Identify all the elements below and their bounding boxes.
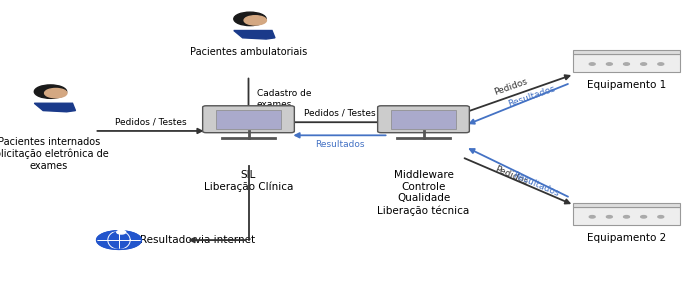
Circle shape (624, 63, 629, 65)
Text: SIL
Liberação Clínica: SIL Liberação Clínica (204, 170, 293, 192)
Circle shape (606, 216, 612, 218)
Polygon shape (34, 103, 76, 112)
Text: Pedidos: Pedidos (494, 164, 528, 186)
Circle shape (589, 216, 595, 218)
Circle shape (606, 63, 612, 65)
Text: Resultados: Resultados (508, 84, 556, 109)
Circle shape (117, 230, 126, 234)
Circle shape (640, 63, 647, 65)
Circle shape (34, 85, 66, 98)
Circle shape (658, 216, 664, 218)
Circle shape (234, 12, 266, 26)
Text: Resultados: Resultados (511, 170, 560, 198)
Text: Pacientes internados
Solicitação eletrônica de
exames: Pacientes internados Solicitação eletrôn… (0, 137, 109, 171)
Circle shape (45, 88, 67, 98)
FancyBboxPatch shape (378, 106, 469, 133)
FancyBboxPatch shape (203, 106, 294, 133)
Text: Middleware
Controle
Qualidade
Liberação técnica: Middleware Controle Qualidade Liberação … (377, 170, 470, 216)
FancyBboxPatch shape (573, 207, 680, 225)
Circle shape (624, 216, 629, 218)
FancyBboxPatch shape (391, 110, 456, 129)
Text: Pacientes ambulatoriais: Pacientes ambulatoriais (190, 47, 307, 56)
FancyBboxPatch shape (216, 110, 281, 129)
Circle shape (97, 231, 141, 249)
Text: Pedidos: Pedidos (493, 77, 529, 97)
Text: Cadastro de
exames: Cadastro de exames (257, 89, 312, 109)
Circle shape (589, 63, 595, 65)
Text: Pedidos / Testes: Pedidos / Testes (304, 109, 375, 118)
Text: Resultados: Resultados (315, 140, 364, 149)
Text: Equipamento 1: Equipamento 1 (587, 80, 666, 90)
Circle shape (658, 63, 664, 65)
Text: Equipamento 2: Equipamento 2 (587, 233, 666, 243)
FancyBboxPatch shape (573, 50, 680, 54)
Text: Pedidos / Testes: Pedidos / Testes (115, 118, 186, 127)
FancyBboxPatch shape (573, 54, 680, 72)
Circle shape (244, 16, 267, 25)
Text: Resultado via internet: Resultado via internet (140, 235, 255, 245)
Polygon shape (234, 31, 275, 39)
FancyBboxPatch shape (573, 203, 680, 207)
Circle shape (640, 216, 647, 218)
